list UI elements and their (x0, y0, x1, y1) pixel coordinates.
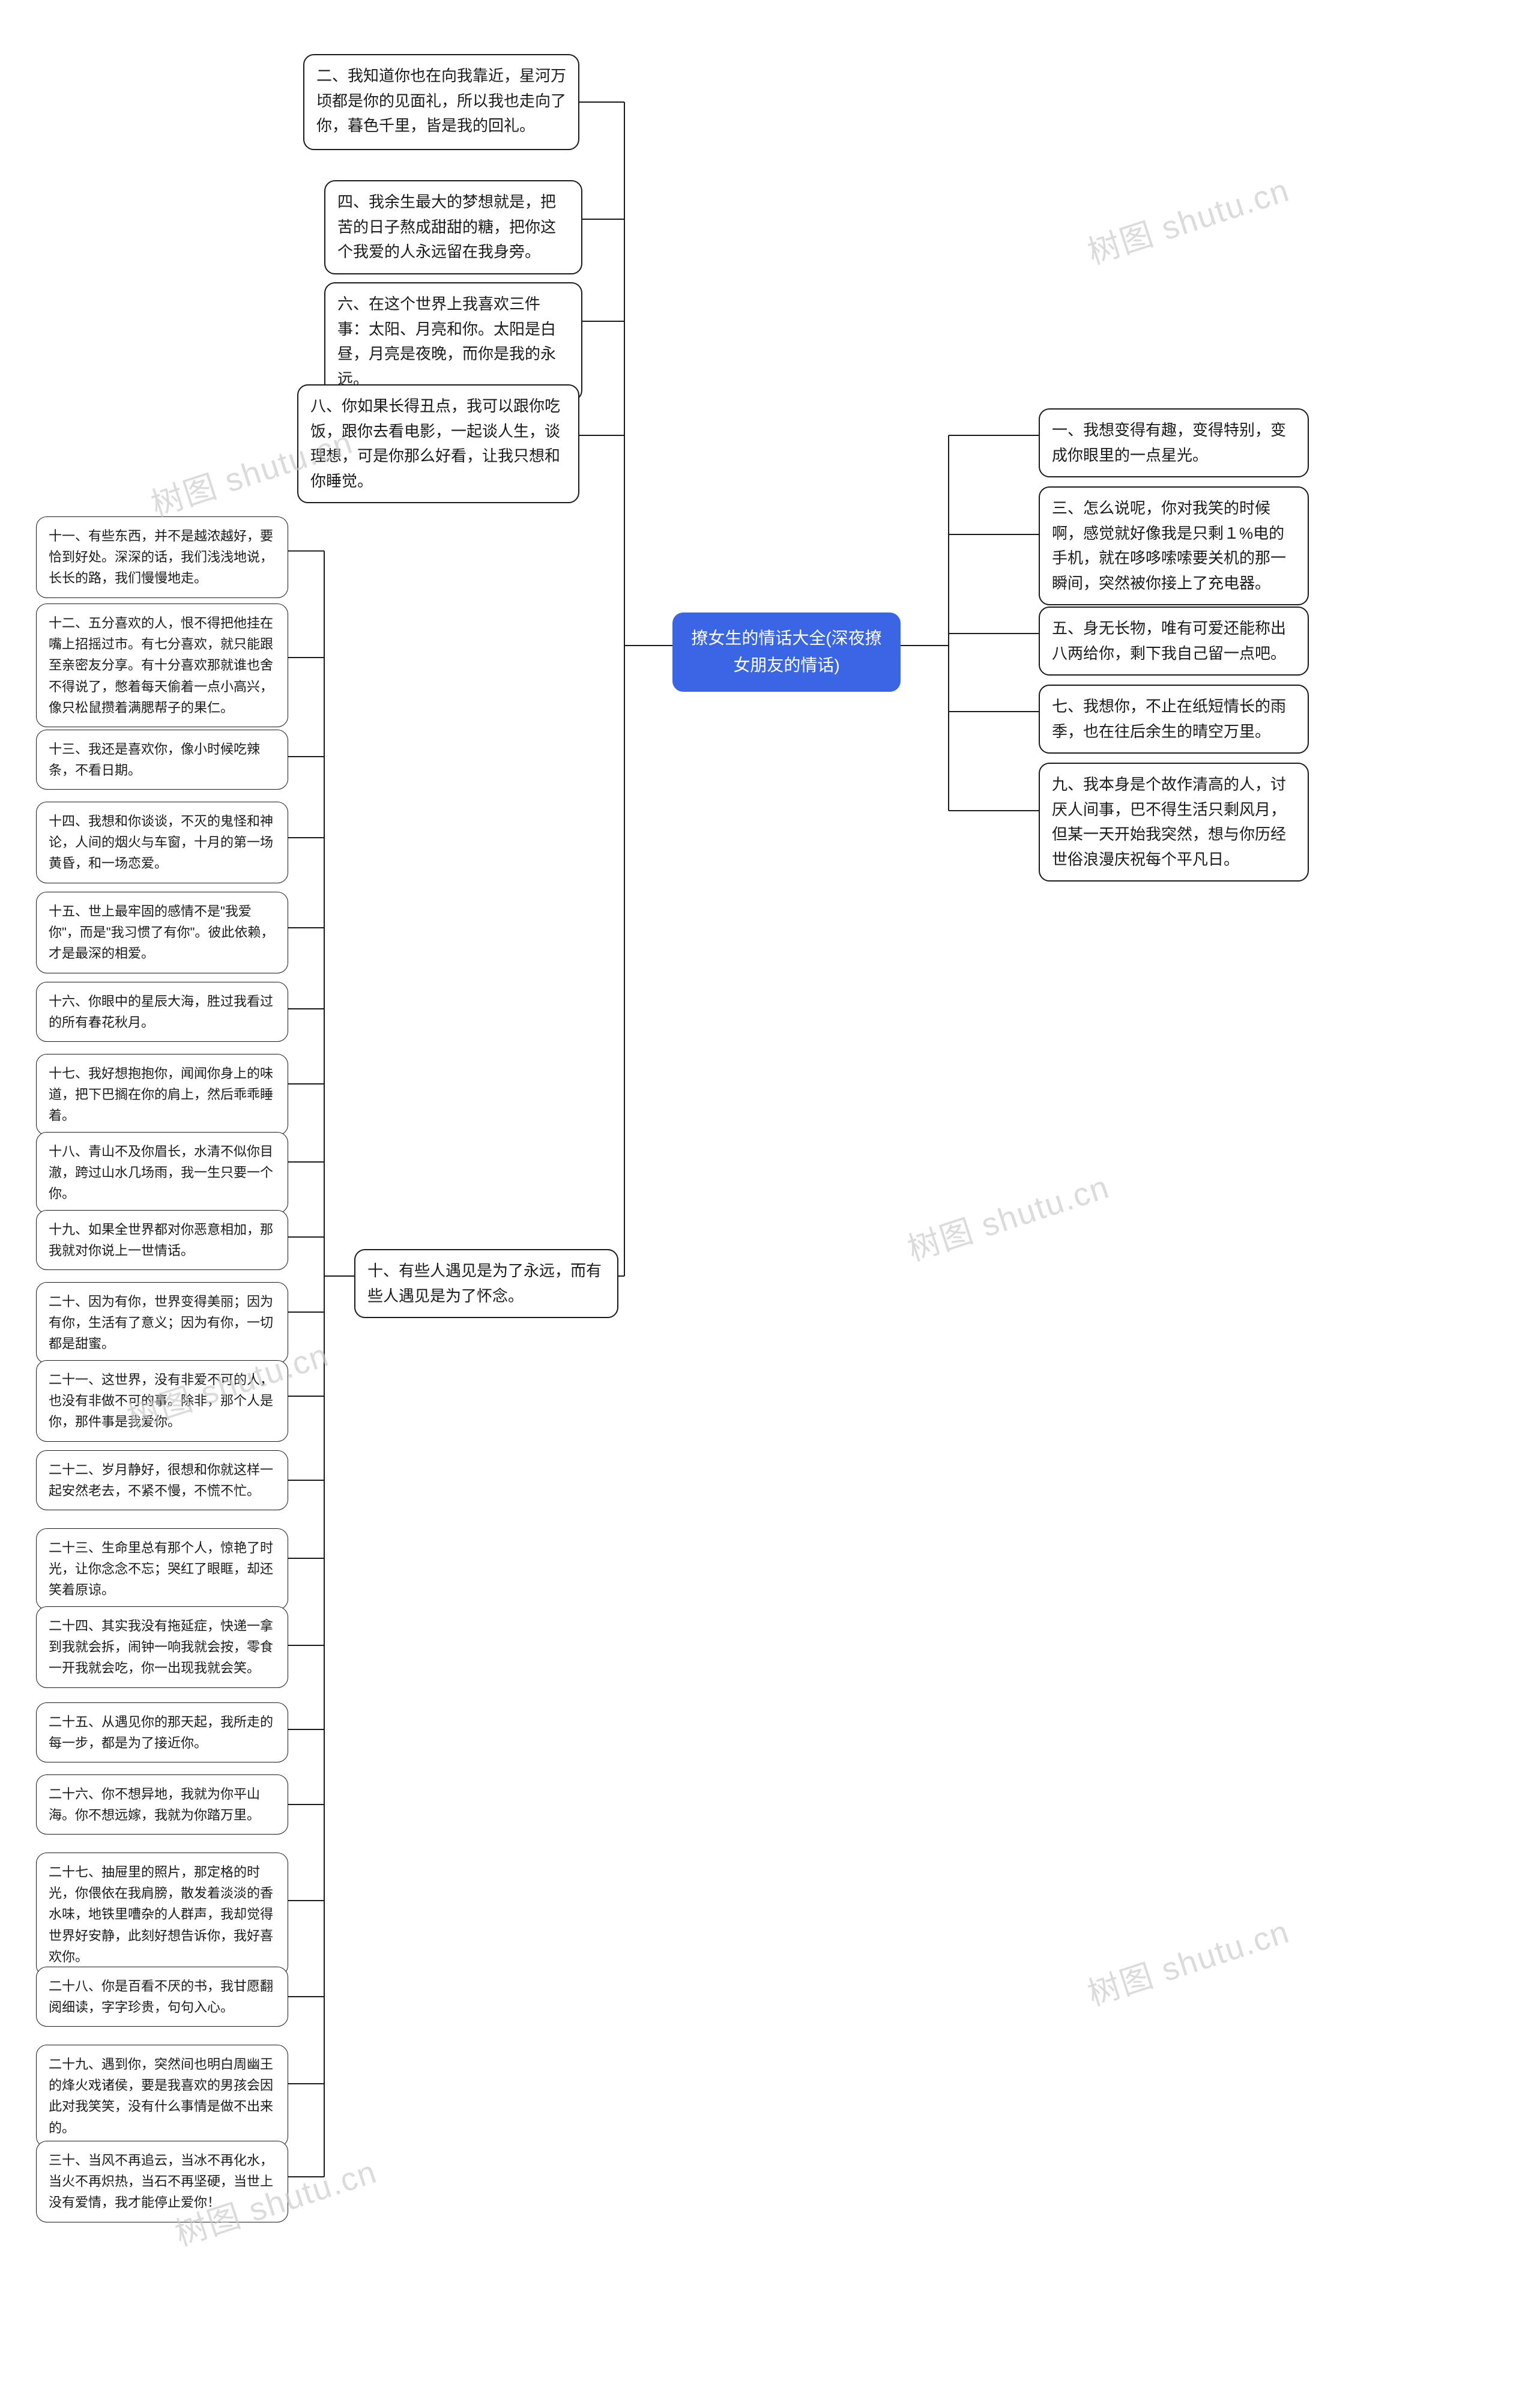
mindmap-node: 二十一、这世界，没有非爱不可的人，也没有非做不可的事。除非，那个人是你，那件事是… (36, 1360, 288, 1442)
mindmap-node: 十四、我想和你谈谈，不灭的鬼怪和神论，人间的烟火与车窗，十月的第一场黄昏，和一场… (36, 802, 288, 883)
mindmap-node: 二十五、从遇见你的那天起，我所走的每一步，都是为了接近你。 (36, 1702, 288, 1762)
mindmap-node: 一、我想变得有趣，变得特别，变成你眼里的一点星光。 (1039, 408, 1309, 477)
mindmap-node: 四、我余生最大的梦想就是，把苦的日子熬成甜甜的糖，把你这个我爱的人永远留在我身旁… (324, 180, 582, 274)
mindmap-node: 二十七、抽屉里的照片，那定格的时光，你偎依在我肩膀，散发着淡淡的香水味，地铁里嘈… (36, 1853, 288, 1976)
mindmap-node: 七、我想你，不止在纸短情长的雨季，也在往后余生的晴空万里。 (1039, 685, 1309, 754)
mindmap-node: 二十四、其实我没有拖延症，快递一拿到我就会拆，闹钟一响我就会按，零食一开我就会吃… (36, 1606, 288, 1688)
mindmap-node: 十七、我好想抱抱你，闻闻你身上的味道，把下巴搁在你的肩上，然后乖乖睡着。 (36, 1054, 288, 1136)
mindmap-node: 二十六、你不想异地，我就为你平山海。你不想远嫁，我就为你踏万里。 (36, 1774, 288, 1835)
mindmap-node: 十九、如果全世界都对你恶意相加，那我就对你说上一世情话。 (36, 1210, 288, 1270)
mindmap-node: 十八、青山不及你眉长，水清不似你目澈，跨过山水几场雨，我一生只要一个你。 (36, 1132, 288, 1214)
mindmap-node: 九、我本身是个故作清高的人，讨厌人间事，巴不得生活只剩风月，但某一天开始我突然，… (1039, 763, 1309, 882)
mindmap-node: 三、怎么说呢，你对我笑的时候啊，感觉就好像我是只剩１%电的手机，就在哆哆嗦嗦要关… (1039, 486, 1309, 605)
mindmap-node: 三十、当风不再追云，当冰不再化水，当火不再炽热，当石不再坚硬，当世上没有爱情，我… (36, 2141, 288, 2222)
mindmap-node: 二十八、你是百看不厌的书，我甘愿翻阅细读，字字珍贵，句句入心。 (36, 1967, 288, 2027)
mindmap-node: 十一、有些东西，并不是越浓越好，要恰到好处。深深的话，我们浅浅地说，长长的路，我… (36, 516, 288, 598)
mindmap-node: 十三、我还是喜欢你，像小时候吃辣条，不看日期。 (36, 730, 288, 790)
mindmap-node: 十五、世上最牢固的感情不是"我爱你"，而是"我习惯了有你"。彼此依赖，才是最深的… (36, 892, 288, 973)
mindmap-node: 十二、五分喜欢的人，恨不得把他挂在嘴上招摇过市。有七分喜欢，就只能跟至亲密友分享… (36, 604, 288, 727)
mindmap-node: 二十九、遇到你，突然间也明白周幽王的烽火戏诸侯，要是我喜欢的男孩会因此对我笑笑，… (36, 2045, 288, 2147)
mindmap-node: 六、在这个世界上我喜欢三件事：太阳、月亮和你。太阳是白昼，月亮是夜晚，而你是我的… (324, 282, 582, 401)
mindmap-node: 十、有些人遇见是为了永远，而有些人遇见是为了怀念。 (354, 1249, 618, 1318)
mindmap-node: 撩女生的情话大全(深夜撩女朋友的情话) (672, 613, 901, 692)
mindmap-node: 二、我知道你也在向我靠近，星河万顷都是你的见面礼，所以我也走向了你，暮色千里，皆… (303, 54, 579, 150)
mindmap-node: 十六、你眼中的星辰大海，胜过我看过的所有春花秋月。 (36, 982, 288, 1042)
mindmap-node: 二十二、岁月静好，很想和你就这样一起安然老去，不紧不慢，不慌不忙。 (36, 1450, 288, 1510)
mindmap-node: 五、身无长物，唯有可爱还能称出八两给你，剩下我自己留一点吧。 (1039, 607, 1309, 676)
mindmap-node: 二十、因为有你，世界变得美丽；因为有你，生活有了意义；因为有你，一切都是甜蜜。 (36, 1282, 288, 1364)
mindmap-node: 二十三、生命里总有那个人，惊艳了时光，让你念念不忘；哭红了眼眶，却还笑着原谅。 (36, 1528, 288, 1610)
mindmap-node: 八、你如果长得丑点，我可以跟你吃饭，跟你去看电影，一起谈人生，谈理想，可是你那么… (297, 384, 579, 503)
